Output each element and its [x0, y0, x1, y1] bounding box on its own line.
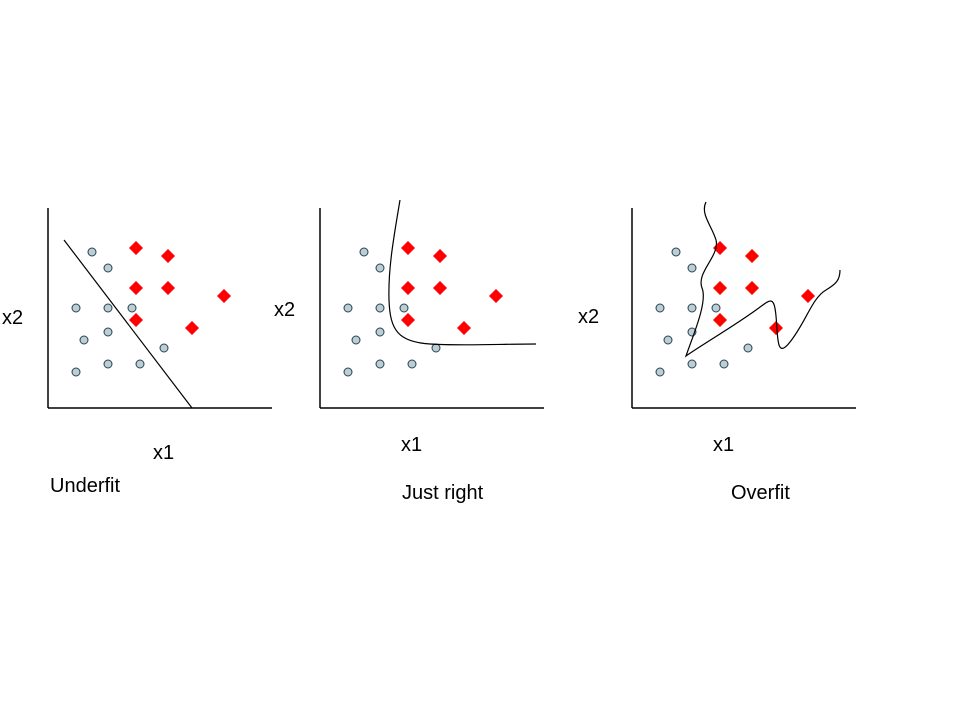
diamond-marker	[745, 281, 759, 295]
circle-marker	[127, 303, 137, 313]
circle-marker	[687, 303, 697, 313]
axes-underfit	[47, 208, 272, 409]
diamond-marker	[401, 281, 415, 295]
x-axis-label-just-right: x1	[401, 434, 422, 456]
circles-underfit	[71, 247, 169, 377]
decision-boundary-overfit	[684, 201, 841, 358]
axes-just-right	[319, 208, 544, 409]
circle-marker	[103, 327, 113, 337]
diamond-marker	[457, 321, 471, 335]
axes-overfit	[631, 208, 856, 409]
circle-marker	[351, 335, 361, 345]
circle-marker	[87, 247, 97, 257]
diamond-marker	[713, 241, 727, 255]
panel-just-right: x2 x1 Just right	[274, 199, 544, 504]
caption-underfit: Underfit	[50, 475, 120, 497]
diamond-marker	[745, 249, 759, 263]
diamond-marker	[401, 313, 415, 327]
diamond-marker	[401, 241, 415, 255]
diamond-marker	[129, 241, 143, 255]
circle-marker	[375, 359, 385, 369]
diamond-marker	[713, 281, 727, 295]
circle-marker	[375, 327, 385, 337]
circle-marker	[719, 359, 729, 369]
y-axis-label-underfit: x2	[2, 307, 23, 329]
circle-marker	[359, 247, 369, 257]
diamond-marker	[185, 321, 199, 335]
circle-marker	[135, 359, 145, 369]
x-axis-label-underfit: x1	[153, 442, 174, 464]
diamond-marker	[161, 281, 175, 295]
decision-boundary-underfit	[63, 239, 193, 409]
diamonds-underfit	[129, 241, 231, 335]
circle-marker	[407, 359, 417, 369]
diamond-marker	[801, 289, 815, 303]
x-axis-label-overfit: x1	[713, 434, 734, 456]
circle-marker	[375, 303, 385, 313]
circles-overfit	[655, 247, 753, 377]
diamond-marker	[129, 281, 143, 295]
decision-boundary-just-right	[388, 199, 537, 346]
circle-marker	[399, 303, 409, 313]
diamonds-overfit	[713, 241, 815, 335]
diamond-marker	[713, 313, 727, 327]
circle-marker	[687, 263, 697, 273]
circle-marker	[79, 335, 89, 345]
diamonds-just-right	[401, 241, 503, 335]
panel-underfit: x2 x1 Underfit	[2, 208, 272, 497]
diamond-marker	[769, 321, 783, 335]
circle-marker	[743, 343, 753, 353]
y-axis-label-just-right: x2	[274, 299, 295, 321]
circle-marker	[71, 367, 81, 377]
y-axis-label-overfit: x2	[578, 306, 599, 328]
circle-marker	[343, 303, 353, 313]
circles-just-right	[343, 247, 441, 377]
diamond-marker	[433, 281, 447, 295]
circle-marker	[711, 303, 721, 313]
diamond-marker	[217, 289, 231, 303]
circle-marker	[343, 367, 353, 377]
circle-marker	[687, 359, 697, 369]
circle-marker	[71, 303, 81, 313]
caption-just-right: Just right	[402, 482, 484, 504]
diamond-marker	[433, 249, 447, 263]
circle-marker	[431, 343, 441, 353]
diamond-marker	[489, 289, 503, 303]
circle-marker	[103, 359, 113, 369]
circle-marker	[103, 263, 113, 273]
circle-marker	[655, 367, 665, 377]
circle-marker	[671, 247, 681, 257]
caption-overfit: Overfit	[731, 482, 790, 504]
circle-marker	[103, 303, 113, 313]
diamond-marker	[161, 249, 175, 263]
circle-marker	[655, 303, 665, 313]
circle-marker	[159, 343, 169, 353]
panel-overfit: x2 x1 Overfit	[578, 201, 856, 504]
diamond-marker	[129, 313, 143, 327]
circle-marker	[663, 335, 673, 345]
circle-marker	[375, 263, 385, 273]
